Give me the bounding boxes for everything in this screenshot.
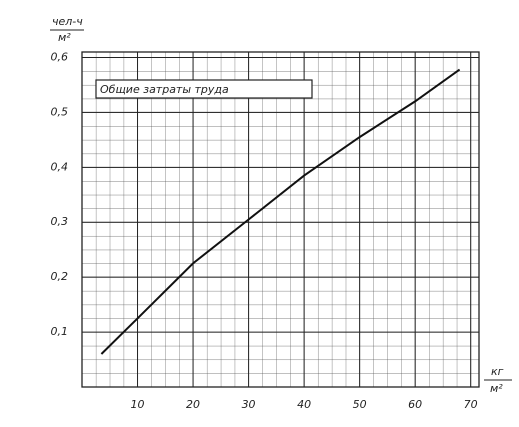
y-tick-label: 0,3 [51, 215, 69, 228]
y-tick-label: 0,1 [51, 325, 69, 338]
x-label-numerator: кг [491, 365, 504, 378]
minor-grid [82, 52, 479, 387]
y-tick-label: 0,4 [51, 160, 69, 173]
annotation-box [95, 79, 313, 99]
x-tick-label: 10 [131, 398, 145, 411]
x-tick-label: 50 [353, 398, 367, 411]
annotation: Общие затраты труда [100, 83, 229, 96]
x-tick-label: 20 [186, 398, 200, 411]
y-label-numerator: чел-ч [52, 15, 83, 28]
x-tick-label: 30 [242, 398, 256, 411]
y-label-denominator: м² [58, 31, 71, 44]
plot-frame [81, 51, 480, 388]
y-tick-label: 0,2 [51, 270, 69, 283]
y-tick-label: 0,6 [51, 50, 69, 63]
x-tick-label: 70 [464, 398, 478, 411]
data-line [100, 68, 461, 355]
x-tick-label: 40 [297, 398, 311, 411]
y-tick-label: 0,5 [51, 105, 69, 118]
x-label-denominator: м² [490, 382, 503, 395]
x-tick-label: 60 [408, 398, 422, 411]
